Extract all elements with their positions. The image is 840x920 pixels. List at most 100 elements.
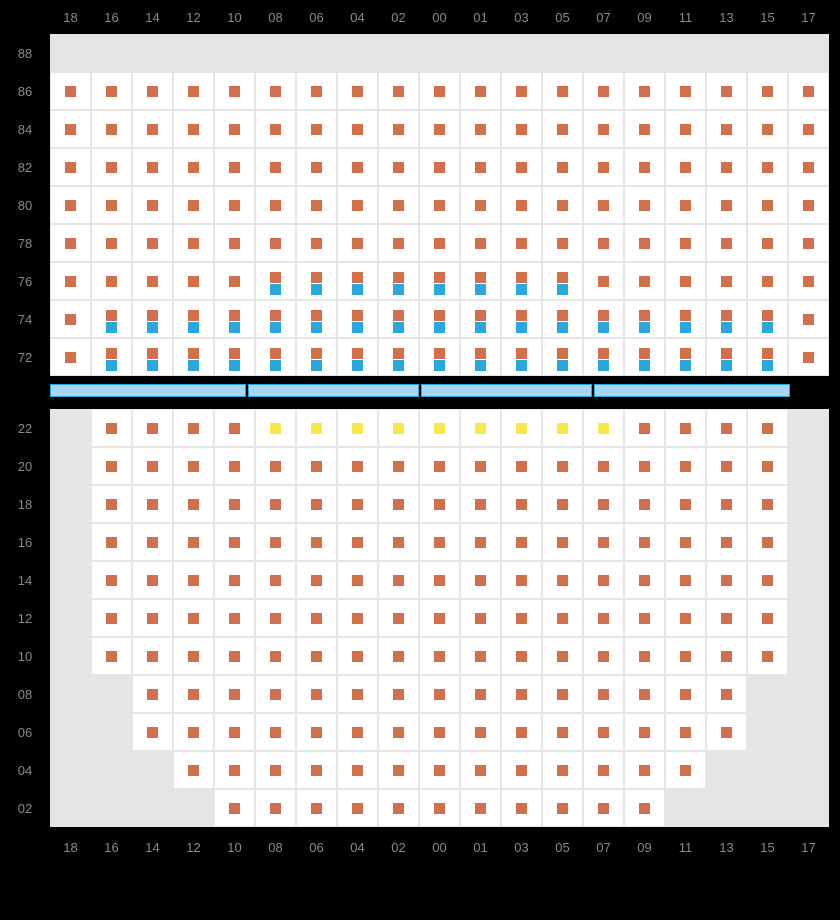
seat-cell[interactable] xyxy=(419,262,460,300)
seat-cell[interactable] xyxy=(378,224,419,262)
seat-cell[interactable] xyxy=(50,110,91,148)
seat-cell[interactable] xyxy=(337,300,378,338)
seat-cell[interactable] xyxy=(214,409,255,447)
seat-cell[interactable] xyxy=(378,599,419,637)
seat-cell[interactable] xyxy=(214,637,255,675)
seat-cell[interactable] xyxy=(378,637,419,675)
seat-cell[interactable] xyxy=(706,561,747,599)
seat-cell[interactable] xyxy=(583,485,624,523)
seat-cell[interactable] xyxy=(132,599,173,637)
seat-cell[interactable] xyxy=(173,713,214,751)
seat-cell[interactable] xyxy=(747,409,788,447)
seat-cell[interactable] xyxy=(132,637,173,675)
seat-cell[interactable] xyxy=(706,713,747,751)
seat-cell[interactable] xyxy=(419,224,460,262)
seat-cell[interactable] xyxy=(132,110,173,148)
seat-cell[interactable] xyxy=(501,637,542,675)
seat-cell[interactable] xyxy=(378,110,419,148)
seat-cell[interactable] xyxy=(624,72,665,110)
seat-cell[interactable] xyxy=(706,72,747,110)
seat-cell[interactable] xyxy=(460,675,501,713)
seat-cell[interactable] xyxy=(501,789,542,827)
seat-cell[interactable] xyxy=(132,409,173,447)
seat-cell[interactable] xyxy=(542,599,583,637)
seat-cell[interactable] xyxy=(255,675,296,713)
seat-cell[interactable] xyxy=(665,637,706,675)
seat-cell[interactable] xyxy=(419,523,460,561)
seat-cell[interactable] xyxy=(624,713,665,751)
seat-cell[interactable] xyxy=(460,637,501,675)
seat-cell[interactable] xyxy=(706,637,747,675)
seat-cell[interactable] xyxy=(542,148,583,186)
seat-cell[interactable] xyxy=(132,713,173,751)
seat-cell[interactable] xyxy=(91,186,132,224)
seat-cell[interactable] xyxy=(132,72,173,110)
seat-cell[interactable] xyxy=(173,148,214,186)
seat-cell[interactable] xyxy=(460,338,501,376)
seat-cell[interactable] xyxy=(624,409,665,447)
seat-cell[interactable] xyxy=(665,561,706,599)
seat-cell[interactable] xyxy=(91,72,132,110)
seat-cell[interactable] xyxy=(214,713,255,751)
seat-cell[interactable] xyxy=(583,561,624,599)
seat-cell[interactable] xyxy=(378,447,419,485)
seat-cell[interactable] xyxy=(542,561,583,599)
seat-cell[interactable] xyxy=(747,561,788,599)
seat-cell[interactable] xyxy=(173,338,214,376)
seat-cell[interactable] xyxy=(665,262,706,300)
seat-cell[interactable] xyxy=(91,110,132,148)
seat-cell[interactable] xyxy=(419,789,460,827)
seat-cell[interactable] xyxy=(132,447,173,485)
seat-cell[interactable] xyxy=(173,110,214,148)
seat-cell[interactable] xyxy=(665,599,706,637)
seat-cell[interactable] xyxy=(542,789,583,827)
seat-cell[interactable] xyxy=(296,561,337,599)
seat-cell[interactable] xyxy=(91,523,132,561)
seat-cell[interactable] xyxy=(460,72,501,110)
seat-cell[interactable] xyxy=(747,485,788,523)
seat-cell[interactable] xyxy=(583,224,624,262)
seat-cell[interactable] xyxy=(255,523,296,561)
seat-cell[interactable] xyxy=(214,485,255,523)
seat-cell[interactable] xyxy=(91,338,132,376)
seat-cell[interactable] xyxy=(378,338,419,376)
seat-cell[interactable] xyxy=(542,523,583,561)
seat-cell[interactable] xyxy=(542,72,583,110)
seat-cell[interactable] xyxy=(173,485,214,523)
seat-cell[interactable] xyxy=(665,713,706,751)
seat-cell[interactable] xyxy=(624,262,665,300)
seat-cell[interactable] xyxy=(788,224,829,262)
seat-cell[interactable] xyxy=(501,599,542,637)
seat-cell[interactable] xyxy=(788,338,829,376)
seat-cell[interactable] xyxy=(706,186,747,224)
seat-cell[interactable] xyxy=(378,300,419,338)
seat-cell[interactable] xyxy=(419,447,460,485)
seat-cell[interactable] xyxy=(665,675,706,713)
seat-cell[interactable] xyxy=(173,637,214,675)
seat-cell[interactable] xyxy=(214,224,255,262)
seat-cell[interactable] xyxy=(747,300,788,338)
seat-cell[interactable] xyxy=(460,713,501,751)
seat-cell[interactable] xyxy=(460,447,501,485)
seat-cell[interactable] xyxy=(91,561,132,599)
seat-cell[interactable] xyxy=(501,675,542,713)
seat-cell[interactable] xyxy=(255,110,296,148)
seat-cell[interactable] xyxy=(214,561,255,599)
seat-cell[interactable] xyxy=(50,186,91,224)
seat-cell[interactable] xyxy=(296,262,337,300)
seat-cell[interactable] xyxy=(419,338,460,376)
seat-cell[interactable] xyxy=(337,523,378,561)
seat-cell[interactable] xyxy=(132,485,173,523)
seat-cell[interactable] xyxy=(460,523,501,561)
seat-cell[interactable] xyxy=(132,300,173,338)
seat-cell[interactable] xyxy=(542,224,583,262)
seat-cell[interactable] xyxy=(337,599,378,637)
seat-cell[interactable] xyxy=(214,72,255,110)
seat-cell[interactable] xyxy=(583,186,624,224)
seat-cell[interactable] xyxy=(296,599,337,637)
seat-cell[interactable] xyxy=(337,409,378,447)
seat-cell[interactable] xyxy=(255,561,296,599)
seat-cell[interactable] xyxy=(501,262,542,300)
seat-cell[interactable] xyxy=(214,789,255,827)
seat-cell[interactable] xyxy=(132,523,173,561)
